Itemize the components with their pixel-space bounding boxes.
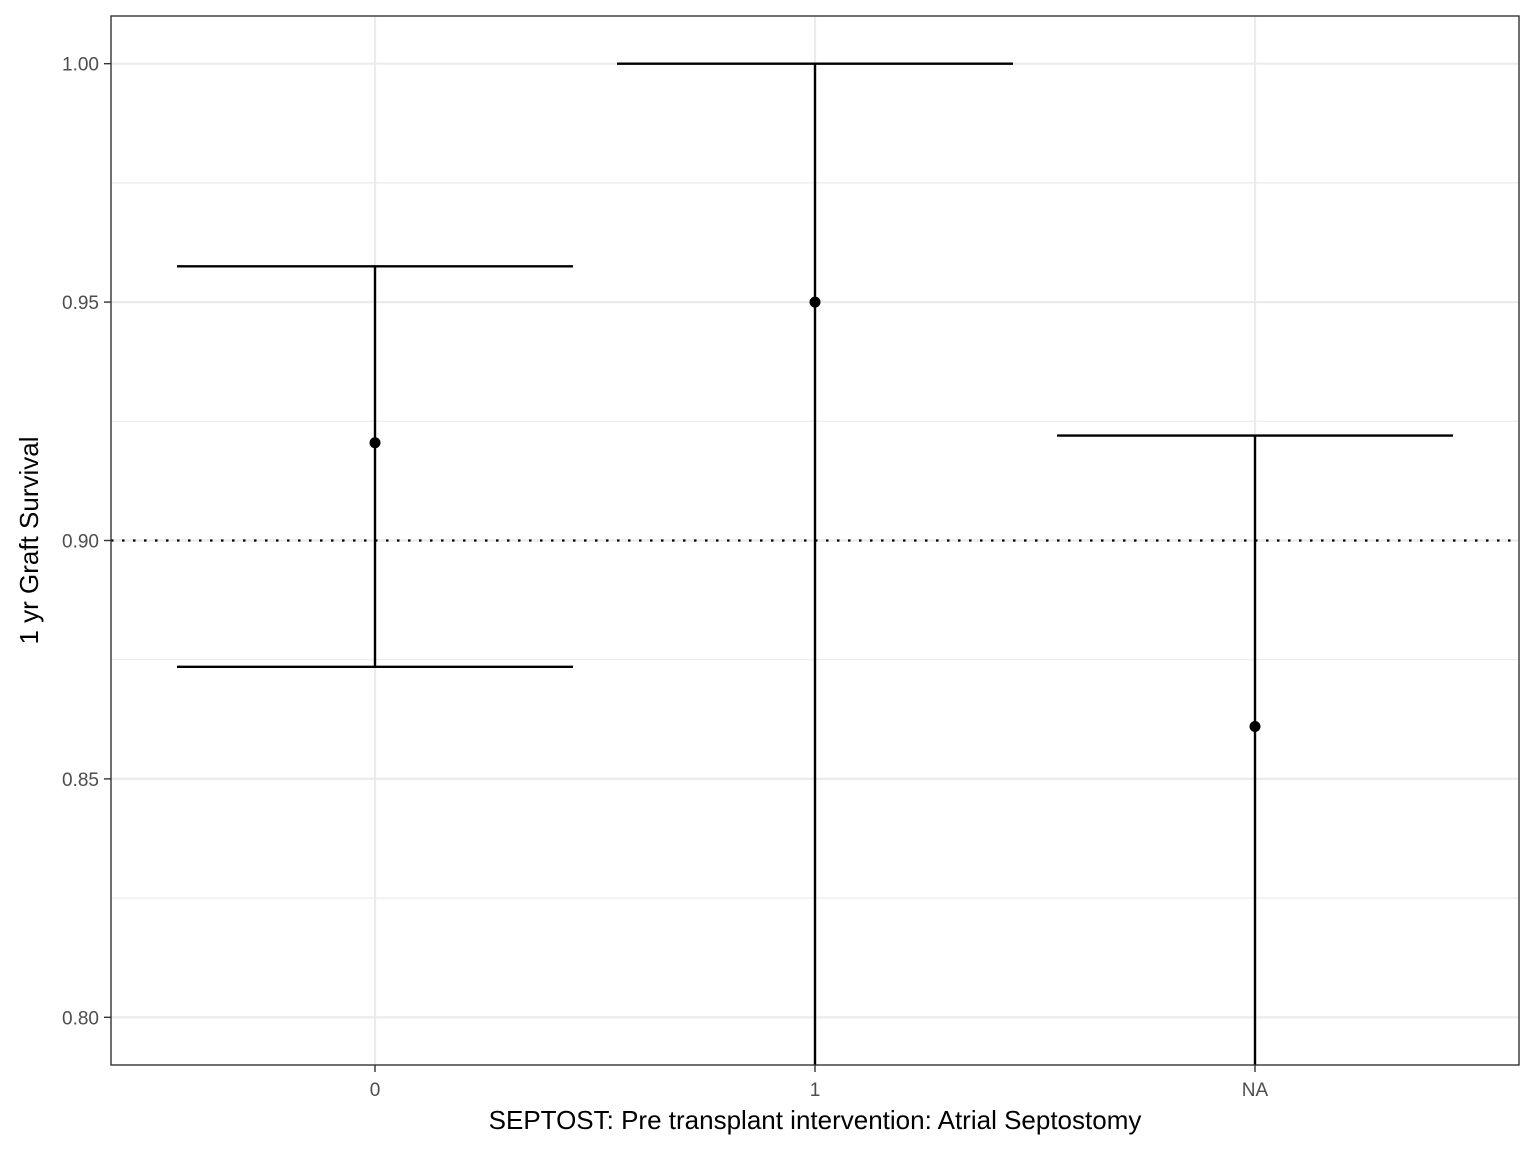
errorbar-group <box>177 265 573 669</box>
y-tick-label: 0.90 <box>62 532 99 553</box>
y-tick-label: 0.80 <box>62 1008 99 1029</box>
y-axis-title: 1 yr Graft Survival <box>14 436 44 644</box>
y-tick-label: 0.95 <box>62 293 99 314</box>
estimate-point <box>809 296 821 308</box>
x-tick-label: 1 <box>810 1080 821 1101</box>
x-axis: 0 1 NA <box>370 1065 1269 1101</box>
y-axis: 0.80 0.85 0.90 0.95 1.00 <box>62 55 111 1029</box>
errorbar-group <box>617 62 1013 1065</box>
x-axis-title: SEPTOST: Pre transplant intervention: At… <box>489 1105 1142 1135</box>
x-tick-label: NA <box>1242 1080 1269 1101</box>
y-tick-label: 0.85 <box>62 770 99 791</box>
y-tick-label: 1.00 <box>62 55 99 76</box>
estimate-point <box>369 437 381 449</box>
estimate-point <box>1249 720 1261 732</box>
errorbar-group <box>1057 434 1453 1065</box>
x-tick-label: 0 <box>370 1080 381 1101</box>
error-bars <box>177 62 1453 1065</box>
